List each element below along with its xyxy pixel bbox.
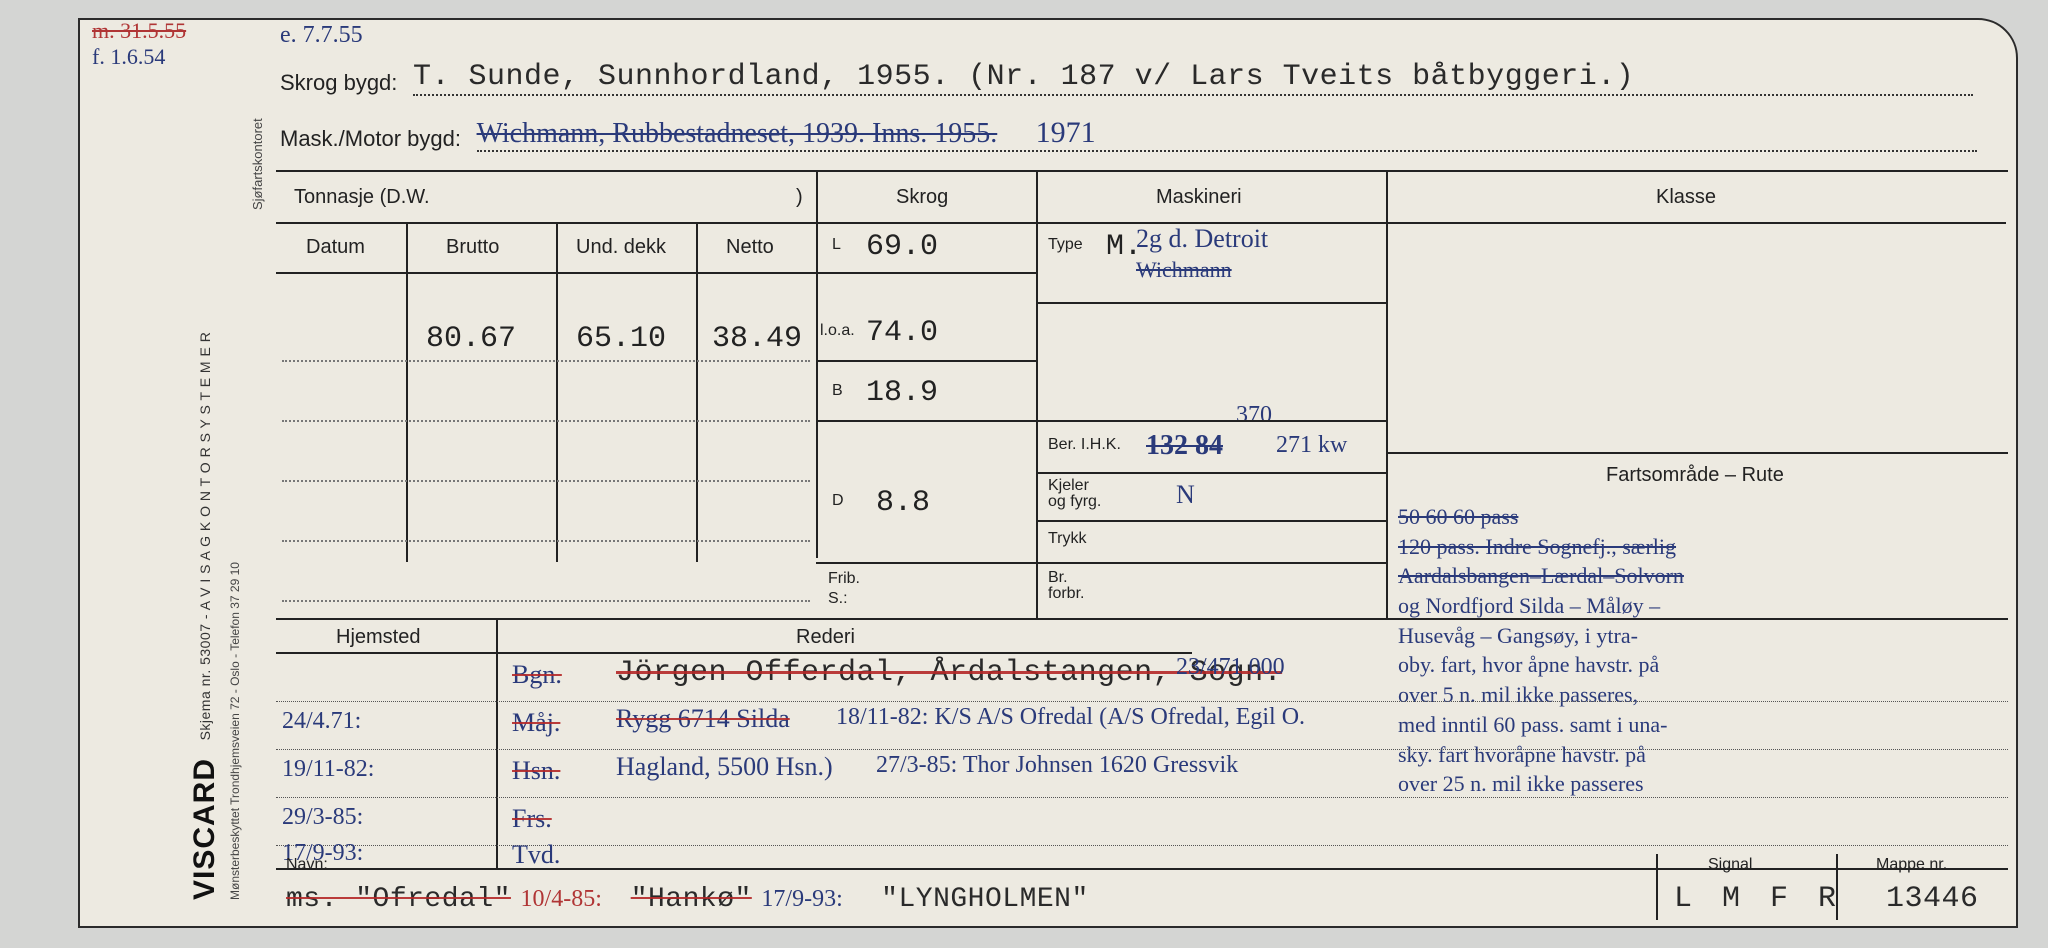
skrog-L: 69.0 bbox=[866, 230, 938, 264]
suffix-1: 18/11-82: K/S A/S Ofredal (A/S Ofredal, … bbox=[836, 704, 1305, 731]
mappe-label: Mappe nr. bbox=[1876, 856, 1947, 874]
skrog-col-label: Skrog bbox=[896, 186, 948, 209]
skrog-label: Skrog bygd: bbox=[280, 70, 397, 95]
col-datum: Datum bbox=[306, 236, 365, 259]
index-card: VISCARD Skjema nr. 53007 - A V I S A G K… bbox=[78, 18, 2018, 928]
navn1-date: 10/4-85: bbox=[521, 886, 602, 912]
navn2: "Hankø" bbox=[631, 884, 752, 915]
sjofart-label: Sjøfartskontoret bbox=[250, 50, 268, 210]
tonnasje-close: ) bbox=[796, 186, 803, 209]
farts-label: Fartsområde – Rute bbox=[1606, 464, 1784, 487]
header-row-motor: Mask./Motor bygd: Wichmann, Rubbestadnes… bbox=[280, 116, 2000, 158]
maskineri-label: Maskineri bbox=[1156, 186, 1242, 209]
mappe-val: 13446 bbox=[1886, 882, 1979, 916]
navn3: "LYNGHOLMEN" bbox=[881, 884, 1089, 915]
skrog-value: T. Sunde, Sunnhordland, 1955. (Nr. 187 v… bbox=[413, 60, 1634, 94]
rederi-label: Rederi bbox=[796, 626, 855, 649]
col-unddekk: Und. dekk bbox=[576, 236, 666, 259]
skrog-L-label: L bbox=[832, 236, 841, 254]
kjeler-label: Kjeler og fyrg. bbox=[1048, 478, 1101, 510]
hjem-1: Måj. bbox=[512, 708, 560, 738]
hjem-0: Bgn. bbox=[512, 660, 562, 690]
val-brutto: 80.67 bbox=[426, 322, 516, 356]
skrog-loa-label: l.o.a. bbox=[820, 322, 855, 340]
date-2: 19/11-82: bbox=[282, 756, 374, 783]
val-unddekk: 65.10 bbox=[576, 322, 666, 356]
brand-strip: VISCARD Skjema nr. 53007 - A V I S A G K… bbox=[188, 80, 224, 900]
type-label: Type bbox=[1048, 236, 1083, 254]
ber-kw: 271 kw bbox=[1276, 432, 1347, 459]
navn-label: Navn: bbox=[286, 856, 328, 874]
kjeler-val: N bbox=[1176, 480, 1195, 510]
ownership-block: Hjemsted Rederi Bgn. Jörgen Offerdal, År… bbox=[276, 620, 2008, 870]
val-netto: 38.49 bbox=[712, 322, 802, 356]
type-hand: 2g d. Detroit Wichmann bbox=[1136, 224, 1268, 284]
skrog-B-label: B bbox=[832, 382, 843, 400]
date-right: e. 7.7.55 bbox=[280, 22, 363, 49]
ber-struck: 132 84 bbox=[1146, 430, 1223, 462]
date-1: 24/4.71: bbox=[282, 708, 361, 735]
rederi-1: Rygg 6714 Silda bbox=[616, 704, 790, 734]
br-label: Br. forbr. bbox=[1048, 570, 1084, 602]
klasse-label: Klasse bbox=[1656, 186, 1716, 209]
skrog-D: 8.8 bbox=[876, 486, 930, 520]
brand-line2: Mønsterbeskyttet Trondhjemsveien 72 - Os… bbox=[228, 562, 242, 900]
suffix-0: 23/471 000 bbox=[1176, 654, 1285, 681]
trykk-label: Trykk bbox=[1048, 530, 1087, 548]
tonnasje-label: Tonnasje (D.W. bbox=[294, 186, 430, 209]
ber-label: Ber. I.H.K. bbox=[1048, 436, 1121, 454]
navn1: ms. "Ofredal" bbox=[286, 884, 511, 915]
hjem-3: Frs. bbox=[512, 804, 552, 834]
brand-strip-2: Mønsterbeskyttet Trondhjemsveien 72 - Os… bbox=[228, 80, 250, 900]
spec-grid: Tonnasje (D.W. ) Datum Brutto Und. dekk … bbox=[276, 170, 2008, 620]
brand-logo: VISCARD bbox=[188, 758, 221, 900]
brand-line1: Skjema nr. 53007 - A V I S A G K O N T O… bbox=[197, 332, 213, 741]
motor-label: Mask./Motor bygd: bbox=[280, 126, 461, 151]
col-netto: Netto bbox=[726, 236, 774, 259]
footer: Navn: ms. "Ofredal" 10/4-85: "Hankø" 17/… bbox=[276, 854, 2008, 920]
corner-dates: m. 31.5.55 f. 1.6.54 bbox=[92, 18, 186, 70]
rederi-2: Hagland, 5500 Hsn.) bbox=[616, 752, 833, 782]
col-brutto: Brutto bbox=[446, 236, 499, 259]
suffix-2: 27/3-85: Thor Johnsen 1620 Gressvik bbox=[876, 752, 1238, 779]
skrog-frib: Frib. bbox=[828, 570, 860, 588]
date-3: 29/3-85: bbox=[282, 804, 363, 831]
header-row-skrog: Skrog bygd: T. Sunde, Sunnhordland, 1955… bbox=[280, 60, 2000, 102]
skrog-loa: 74.0 bbox=[866, 316, 938, 350]
signal-label: Signal bbox=[1708, 856, 1752, 874]
hjemsted-label: Hjemsted bbox=[336, 626, 420, 649]
motor-struck: Wichmann, Rubbestadneset, 1939. Inns. 19… bbox=[477, 118, 998, 149]
hjem-2: Hsn. bbox=[512, 756, 560, 786]
skrog-s: S.: bbox=[828, 590, 848, 608]
ber-hand: 370 bbox=[1236, 402, 1272, 429]
skrog-B: 18.9 bbox=[866, 376, 938, 410]
date-struck: m. 31.5.55 bbox=[92, 18, 186, 43]
skrog-D-label: D bbox=[832, 492, 844, 510]
date-below: f. 1.6.54 bbox=[92, 44, 165, 69]
navn2-date: 17/9-93: bbox=[761, 886, 842, 912]
motor-hand: 1971 bbox=[1036, 116, 1096, 149]
signal-val: L M F R bbox=[1674, 882, 1842, 916]
